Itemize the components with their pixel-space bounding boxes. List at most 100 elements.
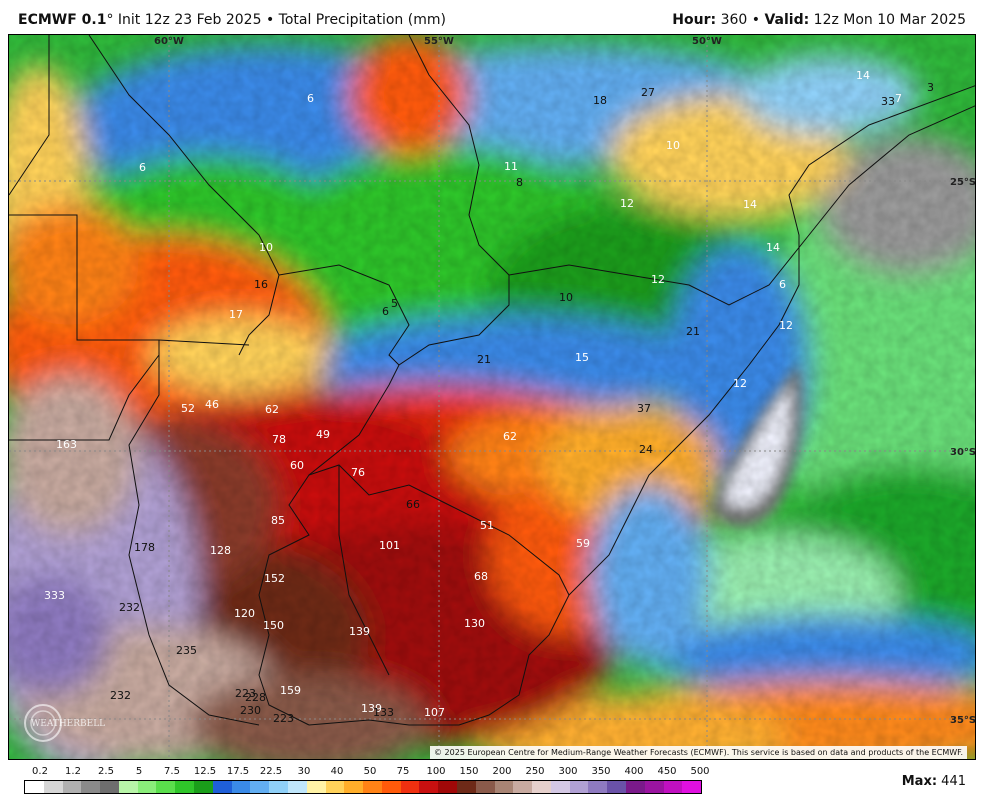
colorbar-tick-label: 0.2 (32, 766, 48, 777)
map-title: ECMWF 0.1° Init 12z 23 Feb 2025 • Total … (18, 12, 446, 28)
hour-label: Hour: (672, 12, 717, 28)
value-label: 3 (927, 81, 934, 94)
value-label: 139 (361, 702, 382, 715)
value-label: 6 (779, 278, 786, 291)
colorbar-swatch (269, 781, 288, 793)
logo-text: WEATHERBELL (31, 719, 105, 729)
lat-label-35s: 35°S (950, 715, 976, 726)
colorbar-swatch (325, 781, 345, 793)
value-label: 230 (240, 704, 261, 717)
value-label: 163 (56, 438, 77, 451)
value-label: 51 (480, 519, 494, 532)
value-label: 17 (229, 308, 243, 321)
colorbar-swatch (231, 781, 251, 793)
colorbar-tick-label: 250 (525, 766, 545, 777)
value-label: 133 (373, 706, 394, 719)
colorbar-swatch (137, 781, 157, 793)
colorbar-tick-label: 5 (135, 766, 143, 777)
colorbar-swatch (287, 781, 307, 793)
map-canvas: 60°W 55°W 50°W 25°S 30°S 35°S 6 18 27 14… (9, 35, 976, 759)
value-label: 8 (516, 176, 523, 189)
value-label: 139 (349, 625, 370, 638)
value-label: 10 (559, 291, 573, 304)
value-label: 128 (210, 544, 231, 557)
value-label: 14 (766, 241, 780, 254)
value-label: 78 (272, 433, 286, 446)
colorbar-swatch (62, 781, 82, 793)
value-label: 235 (176, 644, 197, 657)
weatherbell-logo: WEATHERBELL (21, 703, 121, 743)
colorbar-swatch (475, 781, 495, 793)
value-label: 66 (406, 498, 420, 511)
lon-label-55w: 55°W (424, 36, 454, 47)
value-label: 21 (686, 325, 700, 338)
colorbar-swatch (400, 781, 420, 793)
colorbar-tick-label: 300 (558, 766, 578, 777)
colorbar-swatch (626, 781, 645, 793)
colorbar-swatch (682, 781, 702, 793)
lon-label-60w: 60°W (154, 36, 184, 47)
value-label: 152 (264, 572, 285, 585)
colorbar-swatch (419, 781, 439, 793)
precipitation-map[interactable]: 60°W 55°W 50°W 25°S 30°S 35°S 6 18 27 14… (8, 34, 976, 760)
colorbar-tick-label: 500 (690, 766, 710, 777)
colorbar-tick-label: 350 (591, 766, 611, 777)
init-time: Init 12z 23 Feb 2025 (117, 12, 262, 28)
lat-lon-grid (9, 35, 975, 759)
colorbar-swatch (438, 781, 457, 793)
value-label: 6 (382, 305, 389, 318)
colorbar-swatch (663, 781, 683, 793)
valid-time-info: Hour: 360 • Valid: 12z Mon 10 Mar 2025 (672, 12, 966, 28)
colorbar-tick-label: 100 (426, 766, 446, 777)
value-label: 6 (139, 161, 146, 174)
colorbar-tick-label: 400 (624, 766, 644, 777)
colorbar-swatch (118, 781, 138, 793)
colorbar-tick-label: 17.5 (226, 766, 250, 777)
value-label: 159 (280, 684, 301, 697)
value-label: 120 (234, 607, 255, 620)
colorbar-swatch (494, 781, 514, 793)
colorbar-tick-label: 200 (492, 766, 512, 777)
value-label: 49 (316, 428, 330, 441)
colorbar-tick-label: 1.2 (65, 766, 81, 777)
colorbar-swatches (24, 780, 702, 794)
value-label: 228 (245, 691, 266, 704)
value-label: 10 (666, 139, 680, 152)
value-label: 223 (273, 712, 294, 725)
colorbar-tick-label: 12.5 (193, 766, 217, 777)
colorbar-swatch (344, 781, 364, 793)
colorbar-tick-label: 7.5 (164, 766, 180, 777)
colorbar-swatch (43, 781, 63, 793)
value-label: 85 (271, 514, 285, 527)
value-label: 101 (379, 539, 400, 552)
colorbar-tick-label: 450 (657, 766, 677, 777)
colorbar-swatch (212, 781, 232, 793)
value-label: 12 (651, 273, 665, 286)
colorbar-swatch (306, 781, 326, 793)
value-label: 14 (743, 198, 757, 211)
value-label: 14 (856, 69, 870, 82)
colorbar-labels: 0.2 1.2 2.5 5 7.5 12.5 17.5 22.5 30 40 50 75 100 150 2… (24, 766, 710, 778)
colorbar-swatch (607, 781, 626, 793)
value-label: 178 (134, 541, 155, 554)
value-label: 21 (477, 353, 491, 366)
value-label: 15 (575, 351, 589, 364)
value-label: 46 (205, 398, 219, 411)
value-label: 76 (351, 466, 365, 479)
valid-label: Valid: (764, 12, 810, 28)
colorbar-swatch (194, 781, 213, 793)
colorbar-swatch (588, 781, 608, 793)
degree-symbol: ° (106, 12, 114, 28)
colorbar-tick-label: 22.5 (259, 766, 283, 777)
colorbar-tick-label: 75 (396, 766, 410, 777)
value-label: 7 (895, 92, 902, 105)
colorbar-swatch (569, 781, 589, 793)
lat-label-25s: 25°S (950, 177, 976, 188)
colorbar-tick-label: 2.5 (98, 766, 114, 777)
colorbar-tick-label: 30 (297, 766, 311, 777)
value-label: 37 (637, 402, 651, 415)
hour-value: 360 (720, 12, 748, 28)
value-label: 52 (181, 402, 195, 415)
colorbar-tick-label: 150 (459, 766, 479, 777)
product-name: Total Precipitation (mm) (278, 12, 446, 28)
